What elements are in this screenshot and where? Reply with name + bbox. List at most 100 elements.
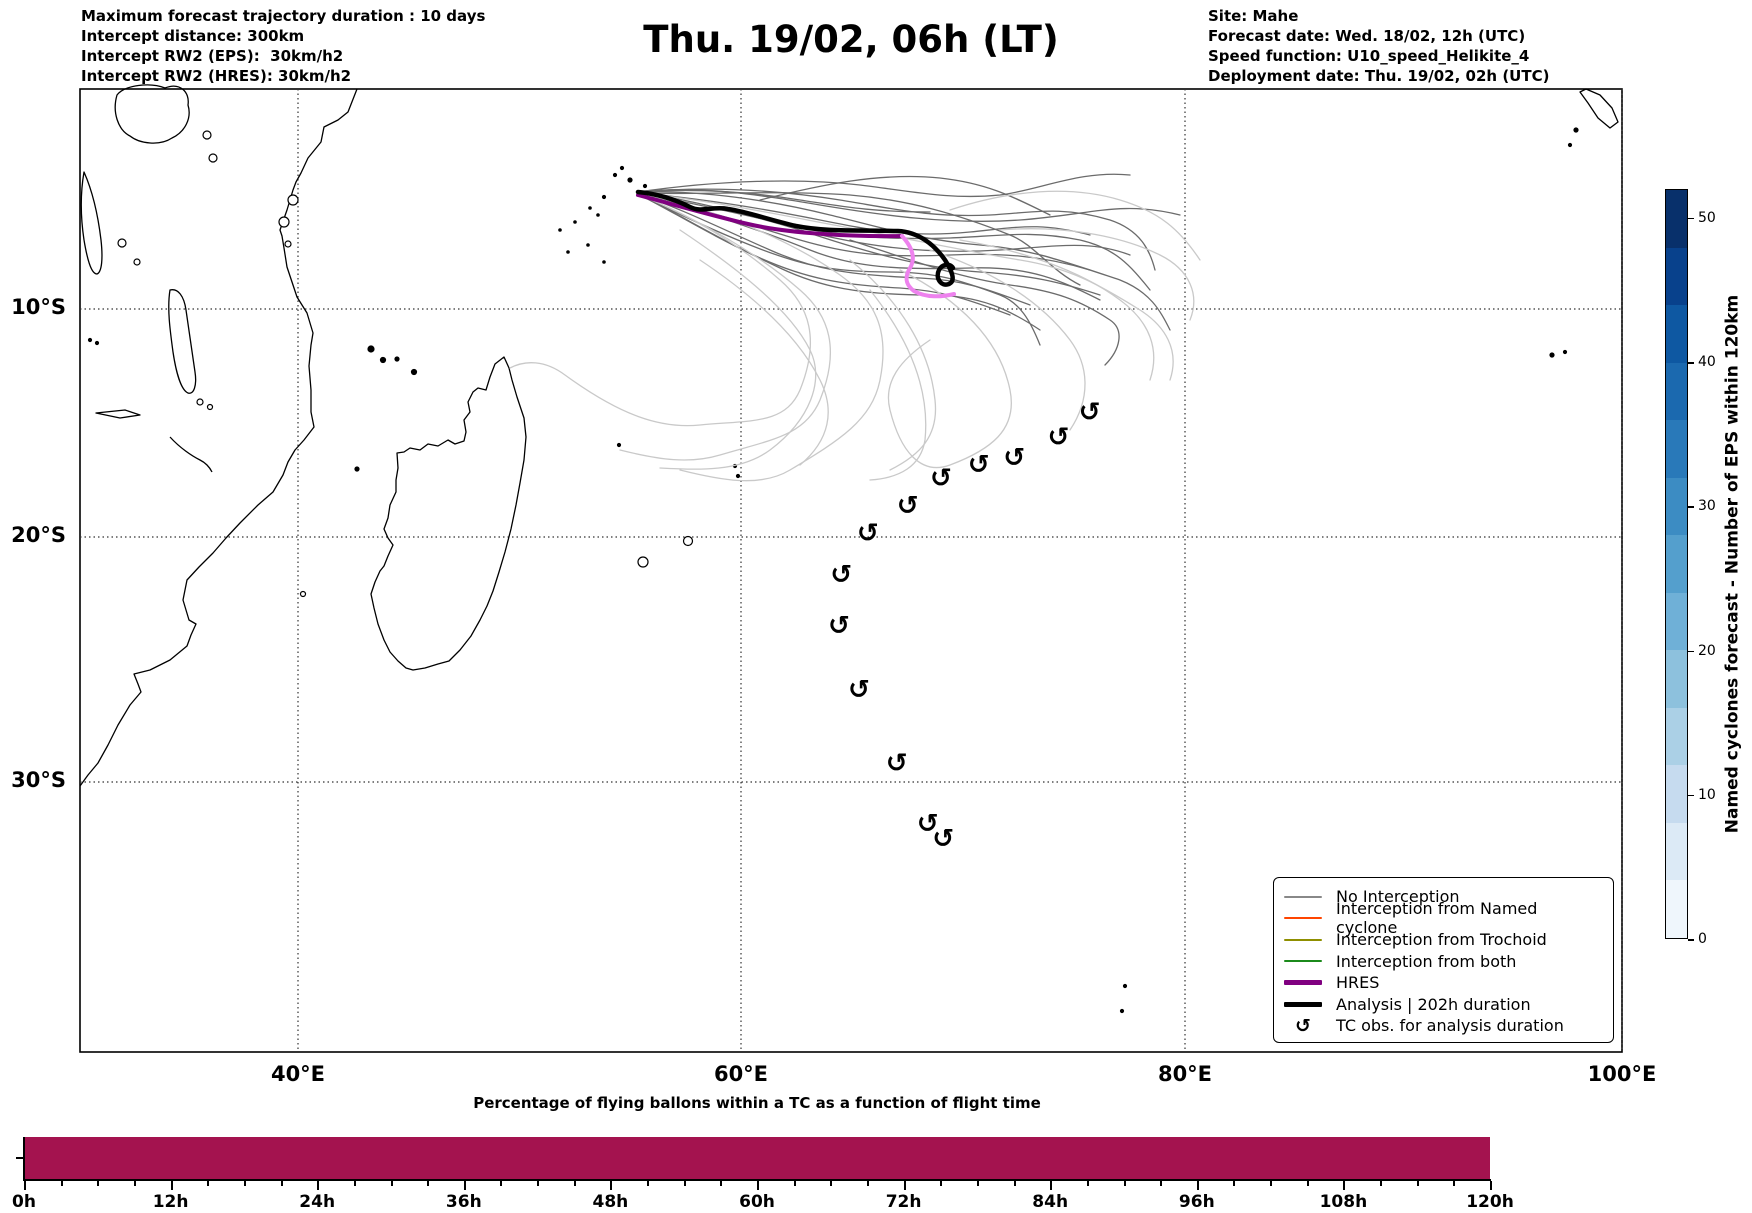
x-axis-minor-tick xyxy=(1086,1181,1089,1186)
x-axis-minor-tick xyxy=(1453,1181,1456,1186)
island xyxy=(1549,352,1555,358)
island xyxy=(566,250,570,254)
island xyxy=(287,194,299,206)
x-axis-tick-label: 36h xyxy=(445,1192,482,1212)
legend-line-swatch xyxy=(1284,917,1322,920)
island xyxy=(1567,142,1573,148)
x-axis-major-tick xyxy=(1196,1181,1199,1190)
x-axis-tick-label: 48h xyxy=(592,1192,629,1212)
tc-obs-marker: ↺ xyxy=(1079,398,1101,428)
legend-line xyxy=(1284,895,1322,898)
legend-line xyxy=(1284,917,1322,920)
legend-label: Analysis | 202h duration xyxy=(1336,994,1531,1014)
bar-chart-y-tick xyxy=(16,1157,23,1159)
x-axis-major-tick xyxy=(610,1181,613,1190)
island xyxy=(379,356,387,364)
eps-trajectory-faded xyxy=(999,228,1195,321)
legend-row: HRES xyxy=(1284,972,1603,994)
eps-trajectory-faded xyxy=(949,190,1201,261)
x-axis-minor-tick xyxy=(1160,1181,1163,1186)
colorbar-tick xyxy=(1688,939,1694,941)
legend-label: No Interception xyxy=(1336,887,1460,907)
x-axis-minor-tick xyxy=(793,1181,796,1186)
eps-trajectory-faded xyxy=(959,239,1155,381)
bar-chart-left-spine xyxy=(23,1137,25,1181)
colorbar-tick-label: 10 xyxy=(1698,786,1716,803)
island xyxy=(1119,1008,1125,1014)
island xyxy=(586,243,590,247)
legend-label: Interception from Trochoid xyxy=(1336,930,1547,950)
map-legend: No Interception Interception from Named c… xyxy=(1273,877,1614,1043)
x-axis-minor-tick xyxy=(207,1181,210,1186)
island xyxy=(616,442,622,448)
x-axis-major-tick xyxy=(903,1181,906,1190)
eps-trajectory-no-interception xyxy=(637,191,1171,331)
tc-obs-marker: ↺ xyxy=(857,518,879,548)
colorbar-segment xyxy=(1666,880,1687,938)
island xyxy=(202,130,212,140)
colorbar-tick-label: 0 xyxy=(1698,931,1707,947)
bar-chart-title: Percentage of flying ballons within a TC… xyxy=(473,1094,1041,1112)
eps-ensemble-trajectories xyxy=(509,173,1201,482)
tc-obs-marker: ↺ xyxy=(830,560,852,590)
bar-chart-x-axis xyxy=(24,1179,1491,1181)
x-axis-minor-tick xyxy=(830,1181,833,1186)
x-axis-minor-tick xyxy=(280,1181,283,1186)
island xyxy=(354,466,360,472)
colorbar-tick xyxy=(1688,217,1694,220)
island xyxy=(284,240,292,248)
island xyxy=(682,535,694,547)
island xyxy=(735,473,741,479)
colorbar-segment xyxy=(1666,650,1687,708)
island xyxy=(410,368,418,376)
latitude-tick-label: 30°S xyxy=(11,768,66,792)
x-axis-minor-tick xyxy=(1270,1181,1273,1186)
x-axis-minor-tick xyxy=(500,1181,503,1186)
island xyxy=(596,213,600,217)
legend-line-swatch xyxy=(1284,960,1322,963)
legend-label: Interception from Named cyclone xyxy=(1336,899,1538,938)
legend-row: ↺ TC obs. for analysis duration xyxy=(1284,1015,1603,1037)
eps-trajectory-no-interception xyxy=(637,188,1156,271)
longitude-tick-label: 80°E xyxy=(1157,1062,1213,1086)
eps-trajectory-faded xyxy=(659,229,817,470)
legend-line xyxy=(1284,938,1322,941)
x-axis-tick-label: 84h xyxy=(1032,1192,1069,1212)
forecast-date-text: Forecast date: Wed. 18/02, 12h (UTC) xyxy=(1208,27,1526,45)
x-axis-minor-tick xyxy=(1123,1181,1126,1186)
colorbar-tick-label: 20 xyxy=(1698,642,1716,659)
balloon-percentage-bar xyxy=(24,1137,1490,1179)
eps-trajectory-faded xyxy=(509,193,812,427)
x-axis-tick-label: 108h xyxy=(1319,1192,1368,1212)
x-axis-major-tick xyxy=(1343,1181,1346,1190)
x-axis-major-tick xyxy=(317,1181,320,1190)
island xyxy=(1573,127,1579,133)
x-axis-minor-tick xyxy=(866,1181,869,1186)
x-axis-minor-tick xyxy=(683,1181,686,1186)
x-axis-tick-label: 24h xyxy=(299,1192,336,1212)
x-axis-minor-tick xyxy=(133,1181,136,1186)
colorbar-tick xyxy=(1688,650,1694,653)
x-axis-minor-tick xyxy=(97,1181,100,1186)
tc-obs-marker: ↺ xyxy=(828,611,850,641)
island xyxy=(619,165,625,171)
legend-label: HRES xyxy=(1336,973,1380,993)
island xyxy=(1562,349,1568,355)
x-axis-minor-tick xyxy=(60,1181,63,1186)
eps-trajectory-faded xyxy=(929,249,1086,431)
eps-trajectory-faded xyxy=(887,269,1012,469)
island xyxy=(637,556,649,568)
site-text: Site: Mahe xyxy=(1208,7,1299,25)
tc-obs-marker: ↺ xyxy=(917,809,939,839)
x-axis-major-tick xyxy=(757,1181,759,1190)
coastline-path xyxy=(114,84,190,144)
colorbar-segment xyxy=(1666,765,1687,823)
x-axis-minor-tick xyxy=(1233,1181,1236,1186)
colorbar-segment xyxy=(1666,420,1687,478)
eps-trajectory-no-interception xyxy=(637,173,1131,198)
x-axis-tick-label: 0h xyxy=(12,1192,36,1212)
longitude-tick-label: 100°E xyxy=(1587,1062,1657,1086)
eps-trajectory-no-interception xyxy=(849,239,1120,366)
legend-label: Interception from both xyxy=(1336,951,1517,971)
